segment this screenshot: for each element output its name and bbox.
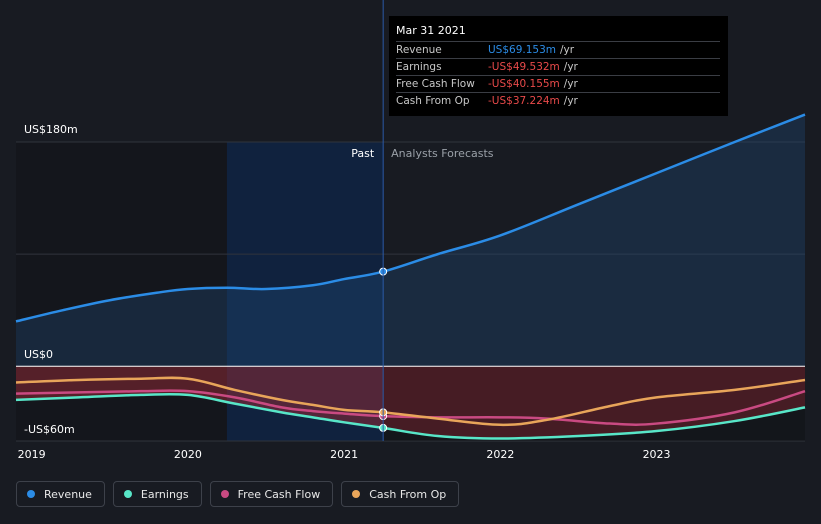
tooltip-row-unit: /yr <box>563 78 578 90</box>
tooltip-row-label: Cash From Op <box>396 95 470 107</box>
past-label: Past <box>351 147 375 160</box>
tooltip-row-value: -US$49.532m <box>488 61 560 73</box>
y-axis-zero-label: US$0 <box>24 348 53 361</box>
tooltip-row-unit: /yr <box>563 95 578 107</box>
earnings-line <box>15 392 806 440</box>
free-cash-flow-line <box>15 389 806 426</box>
tooltip-row-value: -US$40.155m <box>488 78 560 90</box>
tooltip-row-label: Free Cash Flow <box>396 78 475 90</box>
revenue-line <box>15 113 806 323</box>
forecast-shade <box>383 366 805 441</box>
tooltip-row: Revenue US$69.153m/yr <box>396 42 720 59</box>
tooltip-row-label: Earnings <box>396 61 442 73</box>
tooltip-row: Earnings -US$49.532m/yr <box>396 59 720 76</box>
y-axis-bottom-label: -US$60m <box>24 423 75 436</box>
x-tick-label: 2022 <box>486 448 514 461</box>
tooltip-row-value: US$69.153m <box>488 44 556 56</box>
legend-dot-icon <box>27 490 35 498</box>
revenue-area <box>16 114 805 367</box>
x-tick-label: 2023 <box>643 448 671 461</box>
legend-label: Revenue <box>44 487 92 501</box>
forecast-label: Analysts Forecasts <box>391 147 494 160</box>
legend-dot-icon <box>220 490 229 498</box>
x-tick-label: 2021 <box>330 448 358 461</box>
tooltip-row: Free Cash Flow -US$40.155m/yr <box>396 76 720 93</box>
tooltip-row-value: -US$37.224m <box>488 95 560 107</box>
tooltip-row-unit: /yr <box>563 61 578 73</box>
legend-item-cash-from-op[interactable]: Cash From Op <box>341 481 460 507</box>
legend-label: Cash From Op <box>369 487 447 501</box>
cash-from-op-line <box>15 376 806 427</box>
legend-dot-icon <box>352 490 361 498</box>
y-axis-top-label: US$180m <box>24 123 78 136</box>
tooltip-date: Mar 31 2021 <box>396 24 720 42</box>
tooltip-row-label: Revenue <box>396 44 442 56</box>
tooltip: Mar 31 2021 Revenue US$69.153m/yr Earnings… <box>389 16 728 116</box>
x-tick-label: 2019 <box>18 448 46 461</box>
x-tick-label: 2020 <box>174 448 202 461</box>
legend-dot-icon <box>123 490 132 498</box>
legend-item-earnings[interactable]: Earnings <box>112 481 202 507</box>
tooltip-row: Cash From Op -US$37.224m/yr <box>396 93 720 109</box>
legend-item-free-cash-flow[interactable]: Free Cash Flow <box>209 481 334 507</box>
legend-label: Earnings <box>140 487 189 501</box>
tooltip-row-unit: /yr <box>560 44 575 56</box>
legend: Revenue Earnings Free Cash Flow Cash From O… <box>16 481 460 507</box>
legend-label: Free Cash Flow <box>237 487 321 501</box>
legend-item-revenue[interactable]: Revenue <box>16 481 105 507</box>
